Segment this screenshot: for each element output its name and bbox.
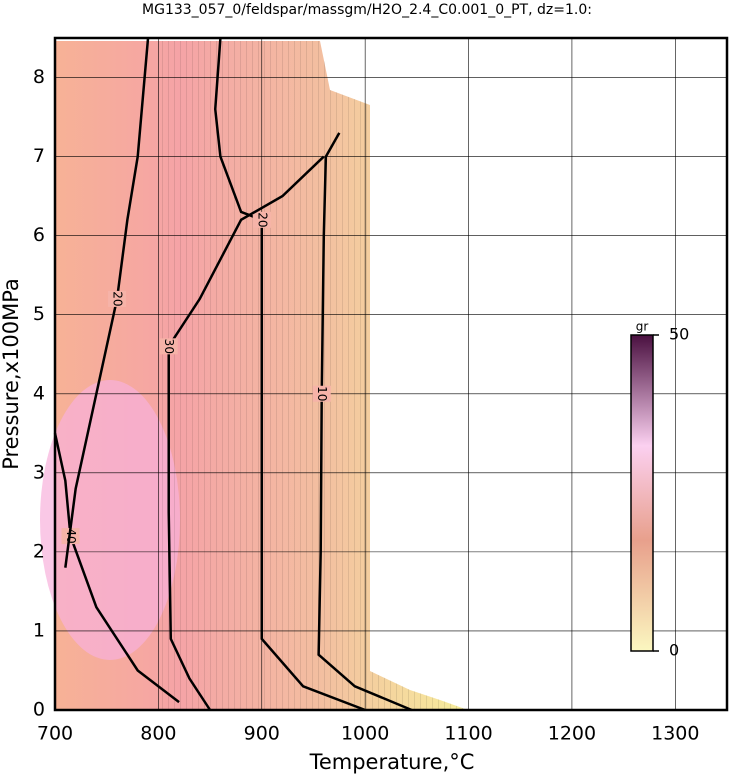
contour-label-bg — [108, 290, 127, 307]
contour-label: 30 — [162, 339, 176, 354]
colorbar — [630, 334, 654, 652]
y-tick-label: 0 — [33, 699, 45, 721]
colorbar-label: gr — [636, 320, 649, 334]
contour-line — [53, 433, 180, 704]
contour-label-bg — [252, 211, 271, 228]
y-tick-label: 8 — [33, 66, 45, 88]
x-tick-label: 900 — [244, 723, 280, 745]
x-tick-label: 1300 — [651, 723, 699, 745]
contour-line — [317, 132, 413, 712]
x-tick-label: 700 — [37, 723, 73, 745]
colorbar-tick-label: 0 — [669, 641, 679, 660]
x-axis-label: Temperature,°C — [309, 750, 475, 774]
contour-label-bg — [159, 338, 178, 355]
y-tick-label: 7 — [33, 145, 45, 167]
field — [40, 41, 468, 710]
y-tick-label: 1 — [33, 619, 45, 641]
y-tick-label: 5 — [33, 303, 45, 325]
contour-label: 20 — [255, 212, 269, 227]
y-axis-label: Pressure,x100MPa — [0, 278, 23, 470]
x-tick-label: 800 — [140, 723, 176, 745]
y-tick-label: 4 — [33, 382, 45, 404]
x-tick-label: 1000 — [341, 723, 389, 745]
contour-label: 10 — [315, 386, 329, 401]
y-tick-label: 6 — [33, 224, 45, 246]
contour-label: 40 — [64, 528, 78, 543]
y-tick-label: 2 — [33, 540, 45, 562]
x-tick-label: 1200 — [548, 723, 596, 745]
contour-label: 20 — [111, 291, 125, 306]
contour-label-bg — [312, 385, 331, 402]
x-tick-label: 1100 — [444, 723, 492, 745]
y-tick-label: 3 — [33, 461, 45, 483]
chart-title: MG133_057_0/feldspar/massgm/H2O_2.4_C0.0… — [142, 2, 592, 18]
colorbar-tick-label: 50 — [669, 325, 689, 344]
contour-line — [213, 37, 366, 712]
